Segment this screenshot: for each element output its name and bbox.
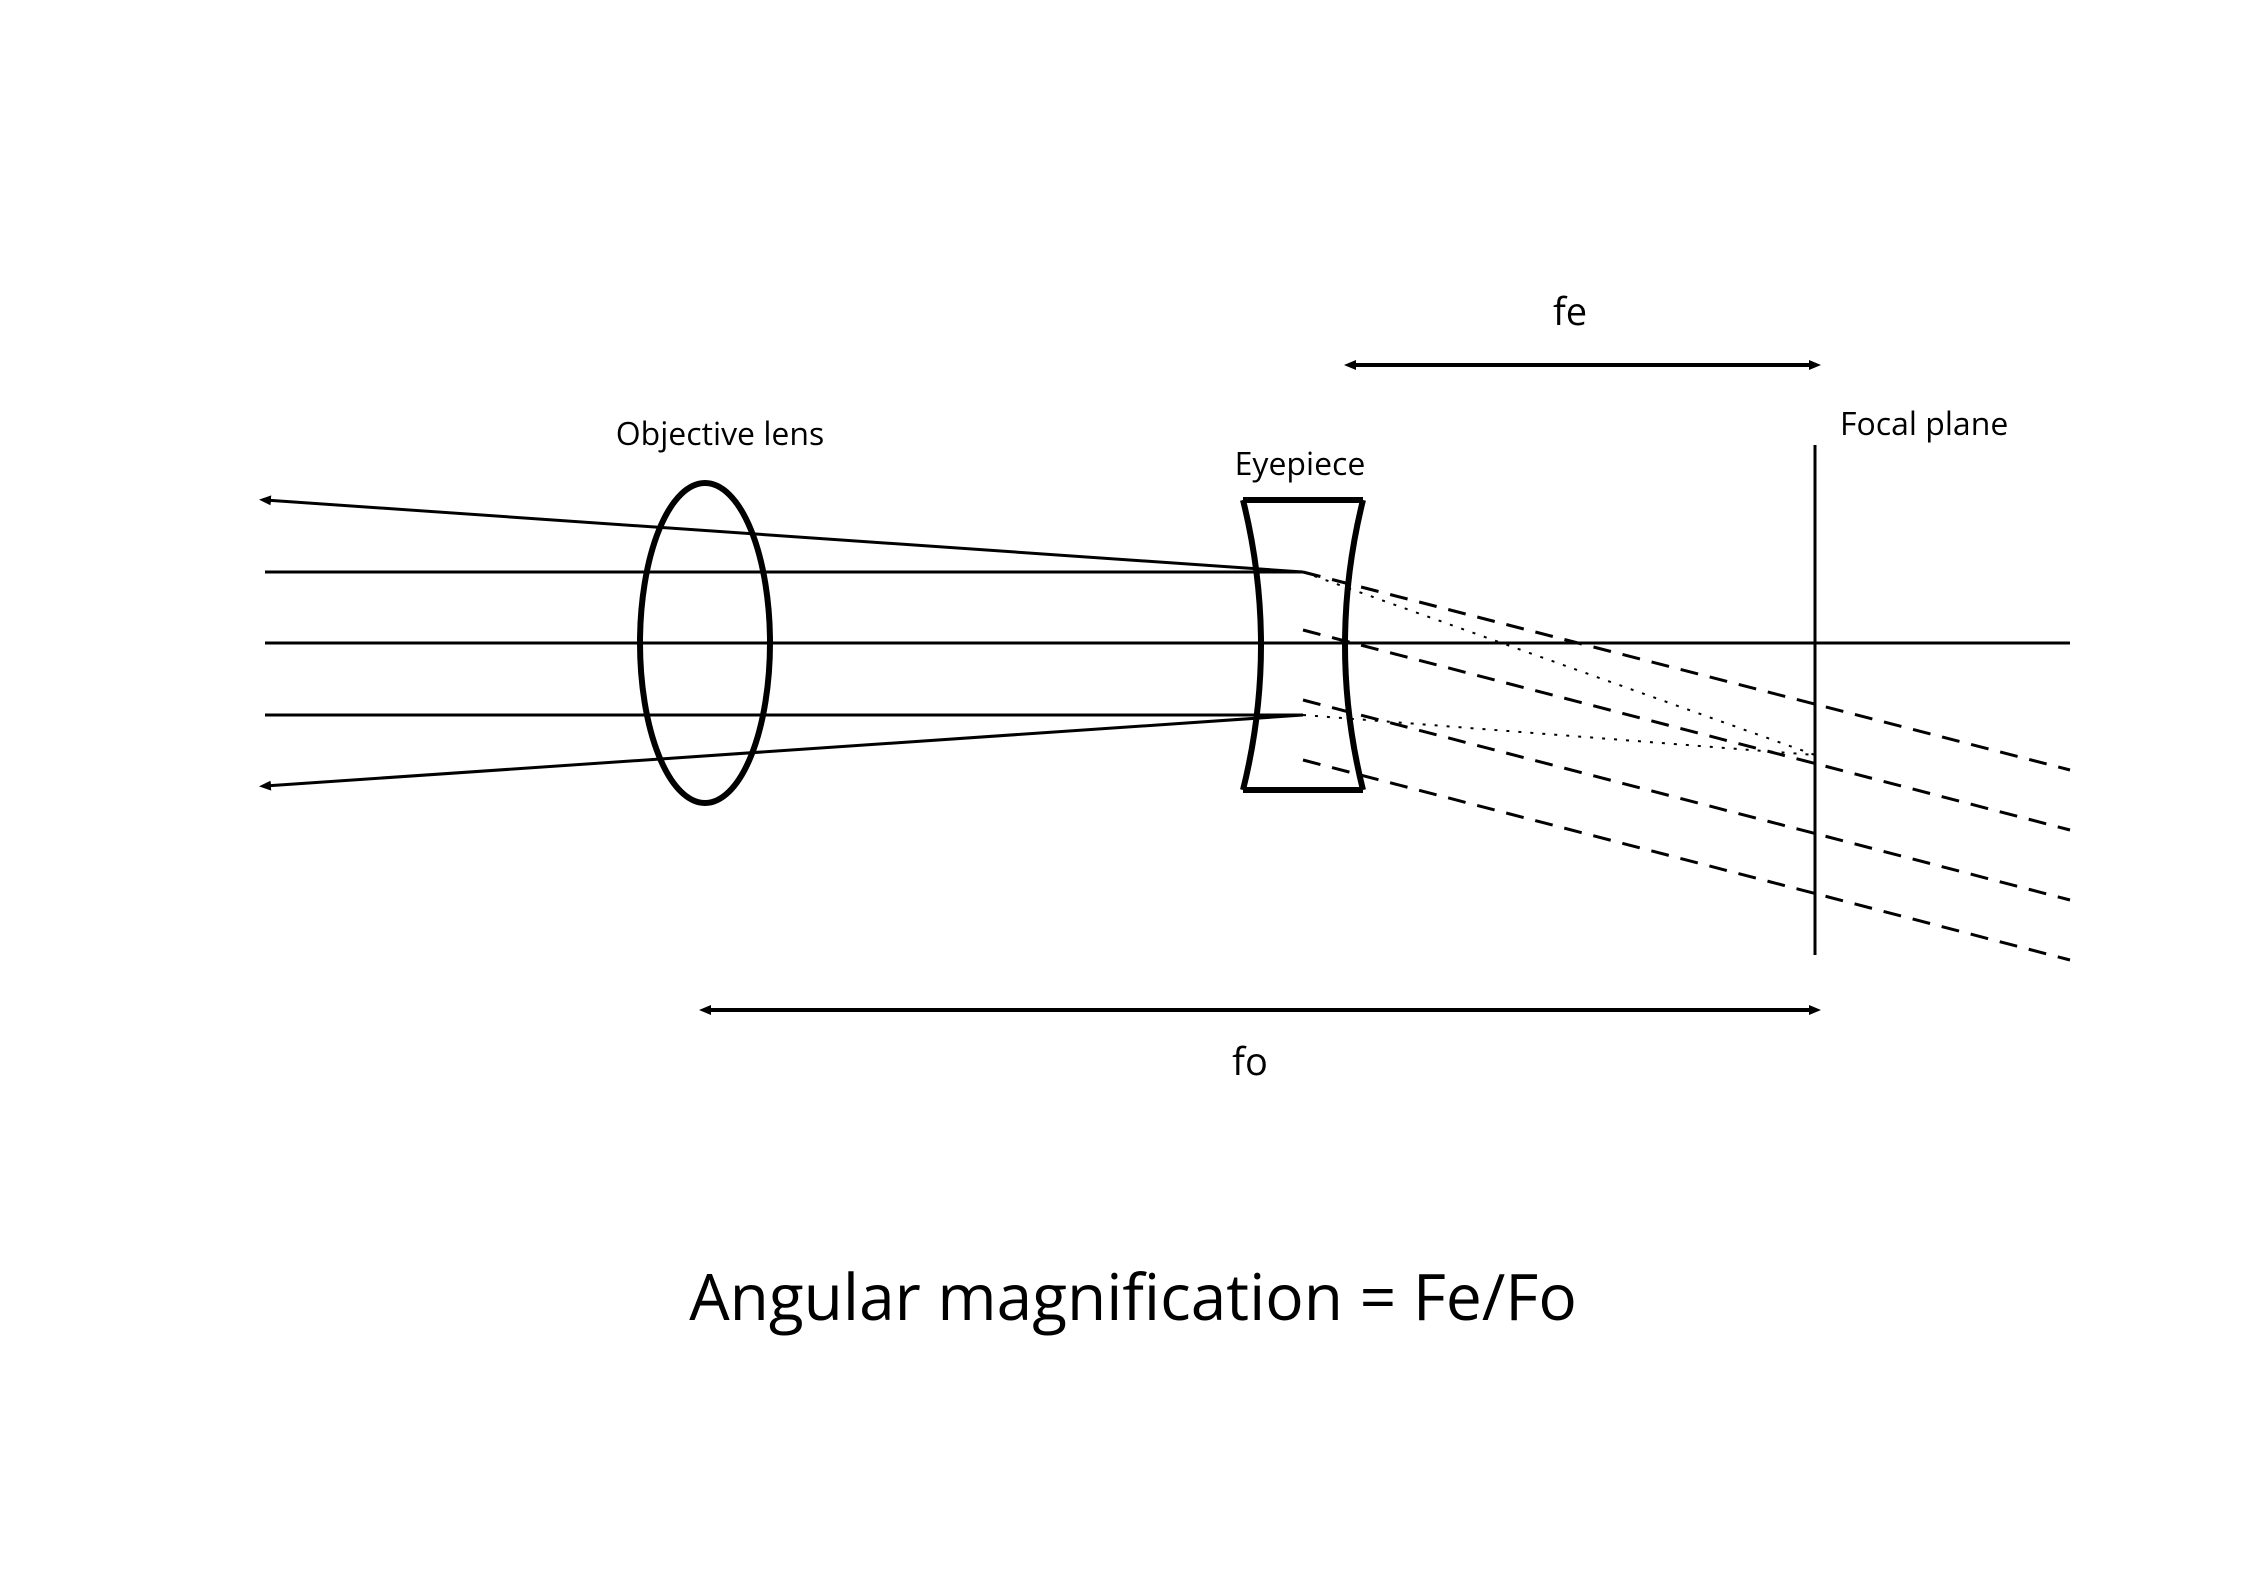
- eyepiece-lens: [1345, 500, 1363, 790]
- dashed-ray-3: [1303, 760, 2070, 960]
- fo-label: fo: [1232, 1035, 1268, 1087]
- formula-text: Angular magnification = Fe/Fo: [689, 1252, 1577, 1339]
- dotted-ray-0: [1303, 572, 1815, 755]
- eyepiece-label: Eyepiece: [1235, 442, 1366, 485]
- outgoing-ray-1: [265, 715, 1303, 786]
- dotted-ray-1: [1303, 715, 1815, 755]
- outgoing-ray-0: [265, 500, 1303, 572]
- fe-label: fe: [1553, 285, 1587, 337]
- focal-plane-label: Focal plane: [1840, 402, 2008, 445]
- objective-label: Objective lens: [616, 412, 825, 455]
- galilean-telescope-diagram: Objective lens Eyepiece Focal plane fe fo Ang…: [0, 0, 2267, 1587]
- dashed-ray-0: [1303, 572, 2070, 770]
